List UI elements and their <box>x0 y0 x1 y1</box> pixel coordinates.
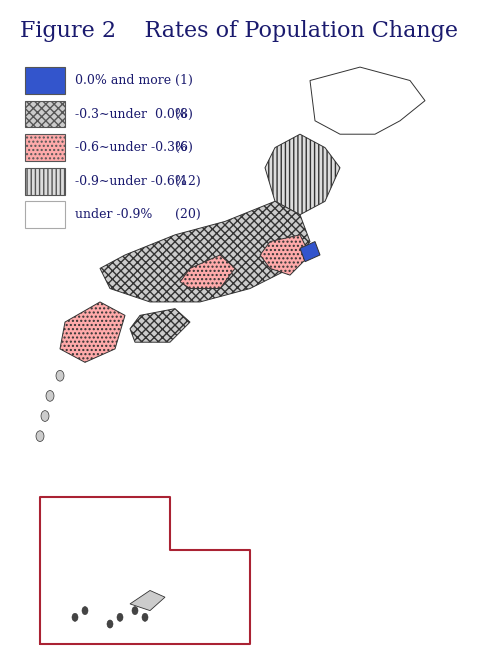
Text: -0.6∼under -0.3%: -0.6∼under -0.3% <box>75 141 187 154</box>
Text: Figure 2    Rates of Population Change: Figure 2 Rates of Population Change <box>20 20 458 42</box>
FancyBboxPatch shape <box>25 168 65 195</box>
Circle shape <box>72 613 78 621</box>
FancyBboxPatch shape <box>25 201 65 228</box>
FancyBboxPatch shape <box>25 134 65 161</box>
Circle shape <box>56 370 64 381</box>
Text: -0.9∼under -0.6%: -0.9∼under -0.6% <box>75 174 187 188</box>
Text: (1): (1) <box>175 74 193 87</box>
Circle shape <box>132 607 138 615</box>
Text: under -0.9%: under -0.9% <box>75 208 152 221</box>
Polygon shape <box>260 235 310 275</box>
Polygon shape <box>60 302 125 362</box>
Polygon shape <box>130 309 190 342</box>
Circle shape <box>41 411 49 421</box>
Polygon shape <box>130 590 165 611</box>
Circle shape <box>36 431 44 442</box>
Polygon shape <box>310 67 425 134</box>
Polygon shape <box>180 255 235 289</box>
Polygon shape <box>100 201 310 302</box>
Text: -0.3∼under  0.0%: -0.3∼under 0.0% <box>75 107 187 121</box>
Polygon shape <box>300 242 320 262</box>
Circle shape <box>107 620 113 628</box>
FancyBboxPatch shape <box>25 101 65 127</box>
Text: 0.0% and more: 0.0% and more <box>75 74 171 87</box>
Text: (8): (8) <box>175 107 193 121</box>
Circle shape <box>117 613 123 621</box>
Circle shape <box>142 613 148 621</box>
Text: (12): (12) <box>175 174 201 188</box>
Circle shape <box>82 607 88 615</box>
Text: (20): (20) <box>175 208 201 221</box>
Text: (6): (6) <box>175 141 193 154</box>
Polygon shape <box>265 134 340 215</box>
Circle shape <box>46 391 54 401</box>
FancyBboxPatch shape <box>25 67 65 94</box>
